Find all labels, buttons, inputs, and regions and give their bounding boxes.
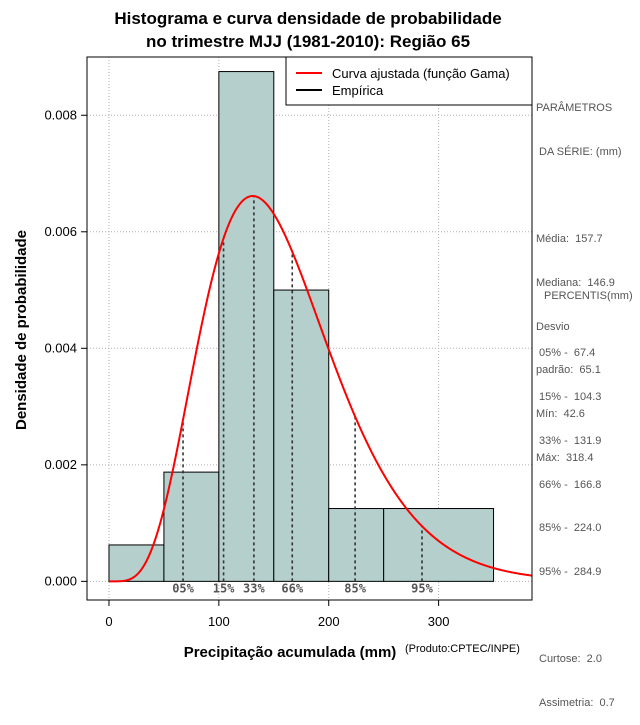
histogram-bar-2 (218, 71, 275, 582)
histogram-chart: Histograma e curva densidade de probabil… (13, 9, 533, 660)
percentil-95: 95% - 284.9 (539, 566, 602, 579)
percentile-label-15%: 15% (213, 581, 235, 595)
param-mean: Média: 157.7 (536, 232, 603, 245)
params-heading-line-2: DA SÉRIE: (mm) (536, 145, 622, 158)
histogram-bar-4 (328, 508, 385, 582)
histogram-bar-5 (383, 508, 495, 582)
percentis-heading: PERCENTIS(mm) (544, 290, 633, 302)
y-tick-label-1: 0.002 (44, 457, 77, 472)
y-tick-label-4: 0.008 (44, 107, 77, 122)
percentil-05: 05% - 67.4 (539, 347, 596, 360)
percentil-66: 66% - 166.8 (539, 478, 602, 491)
param-sd-value: padrão: 65.1 (536, 364, 601, 377)
x-tick-label-3: 300 (428, 614, 450, 629)
x-tick-label-2: 200 (318, 614, 340, 629)
y-tick-label-2: 0.004 (44, 340, 77, 355)
y-tick-label-3: 0.006 (44, 224, 77, 239)
percentile-label-66%: 66% (281, 581, 303, 595)
legend-box (285, 56, 533, 106)
histogram-bars (108, 71, 495, 582)
gamma-curve-layer (108, 195, 533, 583)
chart-title-line-2: no trimestre MJJ (1981-2010): Região 65 (146, 32, 470, 51)
percentis-panel: 05% - 67.4 15% - 104.3 33% - 131.9 66% -… (539, 317, 615, 725)
legend-label-fitted: Curva ajustada (função Gama) (332, 66, 510, 81)
histogram-bar-1 (163, 471, 220, 582)
percentil-33: 33% - 131.9 (539, 434, 602, 447)
axes: 0 100 200 300 0.000 0.002 0.004 0.006 0.008 (44, 107, 449, 629)
stat-skewness: Assimetria: 0.7 (539, 696, 615, 709)
percentil-85: 85% - 224.0 (539, 522, 602, 535)
percentile-label-95%: 95% (411, 581, 433, 595)
param-min: Mín: 42.6 (536, 408, 585, 421)
x-axis-title: Precipitação acumulada (mm) (184, 644, 397, 660)
product-credit: (Produto:CPTEC/INPE) (405, 643, 520, 655)
y-axis-title: Densidade de probabilidade (13, 230, 30, 430)
param-sd-label: Desvio (536, 320, 570, 333)
param-max: Máx: 318.4 (536, 451, 594, 464)
percentile-label-05%: 05% (172, 581, 194, 595)
legend-label-empirical: Empírica (332, 83, 384, 98)
percentile-label-85%: 85% (344, 581, 366, 595)
histogram-bar-3 (273, 289, 330, 582)
x-tick-label-1: 100 (208, 614, 230, 629)
x-tick-label-0: 0 (105, 614, 112, 629)
percentile-lines: 05% 15% 33% 66% 85% 95% (172, 196, 434, 595)
chart-title-line-1: Histograma e curva densidade de probabil… (114, 9, 501, 28)
legend: Curva ajustada (função Gama) Empírica (285, 56, 533, 106)
series-parameters-panel: PARÂMETROS DA SÉRIE: (mm) Média: 157.7 M… (536, 72, 622, 480)
param-median: Mediana: 146.9 (536, 276, 615, 289)
gamma-fitted-curve (108, 195, 533, 583)
stat-kurtosis: Curtose: 2.0 (539, 653, 602, 666)
percentile-label-33%: 33% (243, 581, 265, 595)
percentil-15: 15% - 104.3 (539, 390, 602, 403)
y-tick-label-0: 0.000 (44, 573, 77, 588)
params-heading-line-1: PARÂMETROS (536, 102, 613, 115)
